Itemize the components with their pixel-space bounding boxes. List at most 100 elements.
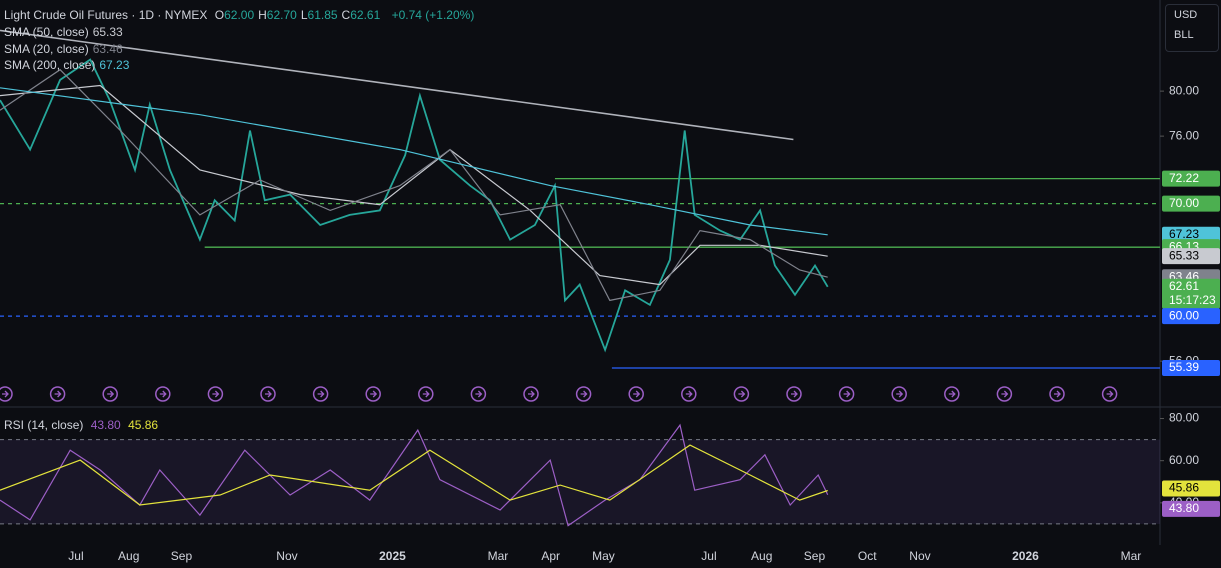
event-arrow bbox=[1001, 390, 1009, 398]
event-icon bbox=[207, 386, 224, 402]
event-icon bbox=[944, 386, 960, 402]
legend-name: SMA (20, close) bbox=[4, 41, 89, 56]
event-icon bbox=[102, 386, 118, 402]
event-icon bbox=[786, 386, 802, 402]
event-arrow bbox=[2, 390, 9, 398]
series-line bbox=[0, 68, 828, 302]
ohlc-value: 62.00 bbox=[224, 8, 255, 22]
event-arrow bbox=[317, 390, 325, 398]
series-line bbox=[0, 444, 828, 506]
price-badge bbox=[1162, 278, 1220, 309]
event-icon bbox=[891, 386, 907, 402]
event-arrow bbox=[685, 390, 693, 398]
event-arrow bbox=[212, 390, 220, 398]
event-arrow bbox=[528, 390, 535, 398]
change: +0.74 (+1.20%) bbox=[391, 8, 475, 22]
event-icon bbox=[418, 386, 434, 402]
legend-entry: SMA (200, close) 67.23 bbox=[4, 57, 133, 74]
currency: USD bbox=[1174, 9, 1198, 21]
event-icon bbox=[49, 386, 66, 402]
rsi-band bbox=[0, 439, 1160, 524]
series-line bbox=[0, 87, 828, 236]
price-badge bbox=[1162, 248, 1220, 265]
rsi-value: 43.80 bbox=[90, 418, 121, 432]
legend-value: 63.46 bbox=[92, 41, 123, 56]
ohlc-value: 62.61 bbox=[350, 8, 381, 22]
event-arrow bbox=[265, 390, 272, 398]
ohlc-key: L bbox=[300, 8, 308, 22]
event-icon bbox=[838, 386, 855, 402]
ohlc-value: 61.85 bbox=[307, 8, 338, 22]
price-badge bbox=[1162, 195, 1220, 212]
ohlc: O62.00 H62.70 L61.85 C62.61 bbox=[215, 8, 385, 22]
x-tick-label: Oct bbox=[858, 549, 877, 563]
header: Light Crude Oil Futures · 1D · NYMEX O62… bbox=[4, 8, 478, 22]
rsi-badge bbox=[1162, 480, 1220, 497]
x-tick-label: Mar bbox=[488, 549, 509, 563]
event-arrow bbox=[948, 390, 956, 398]
x-tick-label: Nov bbox=[909, 549, 930, 563]
trendline bbox=[0, 29, 794, 141]
event-icon bbox=[260, 386, 276, 402]
x-tick-label: May bbox=[592, 549, 615, 563]
price-badge bbox=[1162, 308, 1220, 325]
event-arrow bbox=[370, 390, 378, 398]
price-badge-label: 60.00 bbox=[1169, 308, 1199, 322]
x-tick-label: 2026 bbox=[1012, 549, 1039, 563]
x-tick-label: Nov bbox=[276, 549, 297, 563]
event-icon bbox=[523, 386, 539, 402]
event-icon bbox=[312, 386, 329, 402]
event-icon bbox=[681, 386, 697, 402]
rsi-ma-value: 45.86 bbox=[128, 418, 159, 432]
price-badge-label: 72.22 bbox=[1169, 171, 1199, 185]
ohlc-key: C bbox=[341, 8, 351, 22]
event-arrow bbox=[896, 390, 904, 398]
price-badge-label: 62.61 bbox=[1169, 279, 1199, 293]
event-icon bbox=[733, 386, 750, 402]
countdown: 15:17:23 bbox=[1169, 293, 1216, 307]
legend-value: 67.23 bbox=[99, 58, 130, 72]
event-icon bbox=[628, 386, 644, 402]
rsi-badge-label: 43.80 bbox=[1169, 501, 1199, 515]
event-arrow bbox=[475, 390, 483, 398]
x-tick-label: Aug bbox=[751, 549, 772, 563]
event-icon bbox=[1049, 386, 1065, 402]
event-arrow bbox=[422, 390, 430, 398]
price-badge-label: 67.23 bbox=[1169, 227, 1199, 241]
currency-box[interactable]: USD BLL bbox=[1165, 4, 1219, 52]
unit: BLL bbox=[1174, 29, 1194, 41]
price-badge bbox=[1162, 170, 1220, 187]
x-tick-label: 2025 bbox=[379, 549, 406, 563]
event-icon bbox=[155, 386, 171, 402]
event-icon bbox=[0, 386, 13, 402]
event-arrow bbox=[843, 390, 851, 398]
rsi-badge bbox=[1162, 500, 1220, 517]
rsi-title: RSI (14, close) bbox=[4, 418, 84, 432]
event-icon bbox=[470, 386, 487, 402]
x-tick-label: Apr bbox=[541, 549, 560, 563]
ohlc-key: O bbox=[214, 8, 225, 22]
legend-entry: SMA (20, close) 63.46 bbox=[4, 41, 133, 58]
ohlc-value: 62.70 bbox=[266, 8, 297, 22]
legend-value: 65.33 bbox=[92, 25, 123, 39]
symbol: Light Crude Oil Futures · 1D · NYMEX bbox=[4, 8, 208, 22]
ohlc-key: H bbox=[258, 8, 267, 22]
x-tick-label: Sep bbox=[171, 549, 193, 563]
legend-name: SMA (200, close) bbox=[4, 58, 96, 72]
event-arrow bbox=[1054, 390, 1061, 398]
legend-name: SMA (50, close) bbox=[4, 25, 89, 39]
series-line bbox=[0, 58, 829, 353]
event-icon bbox=[365, 386, 381, 402]
event-arrow bbox=[791, 390, 798, 398]
event-arrow bbox=[107, 390, 115, 398]
price-badge-label: 70.00 bbox=[1169, 196, 1199, 210]
series-line bbox=[0, 84, 828, 286]
price-badge bbox=[1162, 226, 1220, 243]
y-tick-label: 76.00 bbox=[1169, 128, 1199, 142]
y-tick-label: 80.00 bbox=[1169, 411, 1199, 425]
event-icon bbox=[1101, 386, 1118, 402]
event-arrow bbox=[159, 390, 167, 398]
event-icon bbox=[575, 386, 592, 402]
